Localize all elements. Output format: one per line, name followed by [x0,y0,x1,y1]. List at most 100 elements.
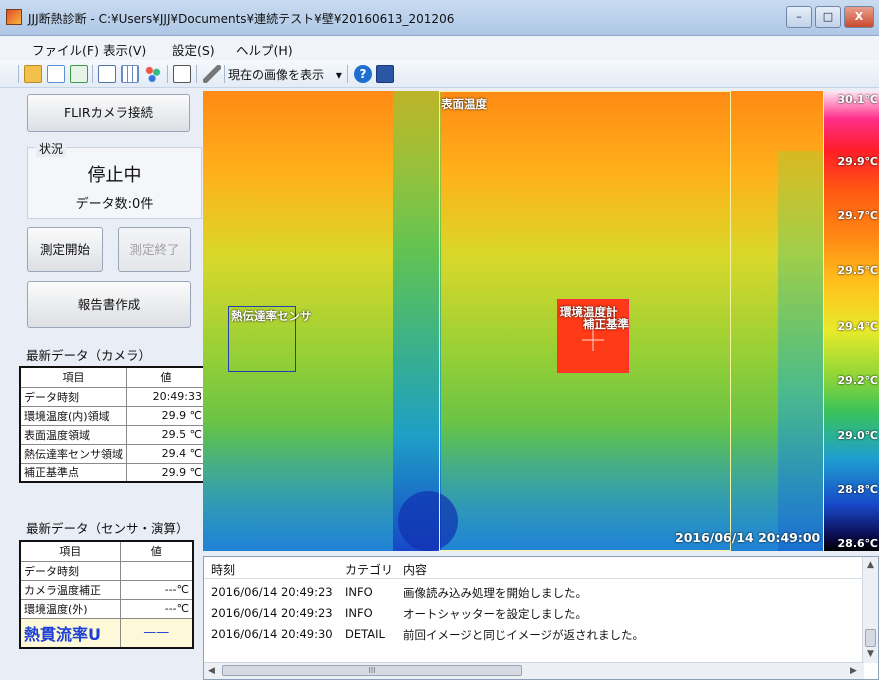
surface-temp-roi[interactable] [439,91,731,551]
cell-item: 環境温度(外) [19,598,121,619]
folder-open-icon[interactable] [24,65,42,83]
image-list-icon[interactable] [98,65,116,83]
table-row: データ時刻 20:49:33 [19,386,207,407]
cell-item: 表面温度領域 [19,424,127,445]
menu-file[interactable]: ファイル(F) [32,43,99,58]
cell-item: 補正基準点 [19,462,127,483]
stop-measurement-button[interactable]: 測定終了 [118,227,191,272]
thermal-image-canvas [203,91,823,551]
frame-icon[interactable] [173,65,191,83]
close-button[interactable]: X [844,6,874,28]
reference-point-label: 補正基準 [583,317,629,331]
log-row[interactable]: 2016/06/14 20:49:30 DETAIL 前回イメージと同じイメージ… [204,624,864,644]
cell-value [119,560,194,581]
table-row: 熱伝達率センサ領域 29.4 ℃ [19,443,207,464]
status-group: 停止中 データ数:0件 [27,147,202,219]
create-report-button[interactable]: 報告書作成 [27,281,191,328]
table-row: 環境温度(外) ---℃ [19,598,194,619]
toolbar-separator [196,65,197,83]
log-category: INFO [345,606,373,620]
menu-help[interactable]: ヘルプ(H) [236,43,293,58]
camera-data-title: 最新データ（カメラ） [26,348,152,363]
column-header-item: 項目 [19,366,127,388]
left-panel: FLIRカメラ接続 停止中 データ数:0件 状況 測定開始 測定終了 報告書作成… [14,90,207,680]
log-column-category[interactable]: カテゴリ [345,563,394,577]
table-row: 表面温度領域 29.5 ℃ [19,424,207,445]
wrench-icon[interactable] [203,65,221,83]
document-icon[interactable] [47,65,65,83]
cell-value: 29.9 ℃ [126,462,207,483]
log-horizontal-scrollbar[interactable]: ◀ III ▶ [204,662,864,679]
app-icon [6,9,22,25]
cell-value: 29.9 ℃ [126,405,207,426]
cell-item: データ時刻 [19,386,127,407]
log-row[interactable]: 2016/06/14 20:49:23 INFO 画像読み込み処理を開始しました… [204,582,864,602]
table-row: カメラ温度補正 ---℃ [19,579,194,600]
log-message: 前回イメージと同じイメージが返されました。 [403,628,645,642]
column-header-value: 値 [126,366,207,388]
scale-label: 29.5℃ [837,264,878,277]
toolbar-separator [92,65,93,83]
export-icon[interactable] [70,65,88,83]
log-time: 2016/06/14 20:49:30 [211,627,333,641]
menu-view[interactable]: 表示(V) [103,43,147,58]
grid-icon[interactable] [121,65,139,83]
scale-label: 30.1℃ [837,93,878,106]
cell-item: データ時刻 [19,560,121,581]
scale-label: 29.4℃ [837,320,878,333]
log-category: INFO [345,585,373,599]
data-count: データ数:0件 [75,197,154,212]
scroll-up-icon[interactable]: ▲ [867,560,874,570]
heat-transfer-sensor-label: 熱伝達率センサ [231,309,312,323]
cell-item: 環境温度(内)領域 [19,405,127,426]
heat-transfer-sensor-roi[interactable] [228,306,296,372]
u-value: —— [119,617,194,649]
status-legend: 状況 [36,140,67,157]
log-message: オートシャッターを設定しました。 [403,607,587,621]
window-title: JJJ断熱診断 - C:¥Users¥JJJ¥Documents¥連続テスト¥壁… [28,12,455,26]
sensor-data-title: 最新データ（センサ・演算） [26,521,189,536]
scroll-left-icon[interactable]: ◀ [208,666,215,676]
menu-settings[interactable]: 設定(S) [172,43,215,58]
view-mode-dropdown[interactable]: 現在の画像を表示 ▾ [228,66,342,83]
flir-connect-button[interactable]: FLIRカメラ接続 [27,94,190,132]
scroll-right-icon[interactable]: ▶ [850,666,857,676]
capture-timestamp: 2016/06/14 20:49:00 [675,530,821,545]
sensor-data-table: 項目 値 データ時刻 カメラ温度補正 ---℃ 環境温度(外) ---℃ 熱貫流… [19,540,194,649]
horizontal-scroll-thumb[interactable]: III [222,665,522,676]
log-time: 2016/06/14 20:49:23 [211,606,333,620]
manual-book-icon[interactable] [376,65,394,83]
log-vertical-scrollbar[interactable]: ▲ ▼ [862,557,878,663]
toolbar-separator [18,65,19,83]
start-measurement-button[interactable]: 測定開始 [27,227,103,272]
surface-temp-label: 表面温度 [441,97,487,111]
cell-value: ---℃ [119,579,194,600]
scroll-down-icon[interactable]: ▼ [867,649,874,659]
log-header: 時刻 カテゴリ 内容 [204,557,864,579]
temperature-color-scale: 30.1℃ 29.9℃ 29.7℃ 29.5℃ 29.4℃ 29.2℃ 29.0… [824,91,879,551]
help-icon[interactable]: ? [354,65,372,83]
u-value-label: 熱貫流率U [19,617,121,649]
scale-label: 29.7℃ [837,209,878,222]
log-row[interactable]: 2016/06/14 20:49:23 INFO オートシャッターを設定しました… [204,603,864,623]
scale-label: 29.2℃ [837,374,878,387]
vertical-scroll-thumb[interactable] [865,629,876,647]
log-column-time[interactable]: 時刻 [211,563,236,577]
minimize-button[interactable]: – [786,6,812,28]
scale-label: 29.9℃ [837,155,878,168]
palette-icon[interactable] [144,65,162,83]
column-header-value: 値 [119,540,194,562]
cell-value: 20:49:33 [126,386,207,407]
toolbar-separator [347,65,348,83]
thermal-image[interactable]: 表面温度 熱伝達率センサ 環境温度計 補正基準 2016/06/14 20:49… [203,91,823,551]
status-value: 停止中 [87,165,142,186]
ambient-temp-roi[interactable] [557,299,629,373]
table-row: データ時刻 [19,560,194,581]
log-column-message[interactable]: 内容 [403,563,428,577]
maximize-button[interactable]: □ [815,6,841,28]
scale-label: 29.0℃ [837,429,878,442]
camera-data-table: 項目 値 データ時刻 20:49:33 環境温度(内)領域 29.9 ℃ 表面温… [19,366,207,483]
cell-value: ---℃ [119,598,194,619]
column-header-item: 項目 [19,540,121,562]
log-time: 2016/06/14 20:49:23 [211,585,333,599]
